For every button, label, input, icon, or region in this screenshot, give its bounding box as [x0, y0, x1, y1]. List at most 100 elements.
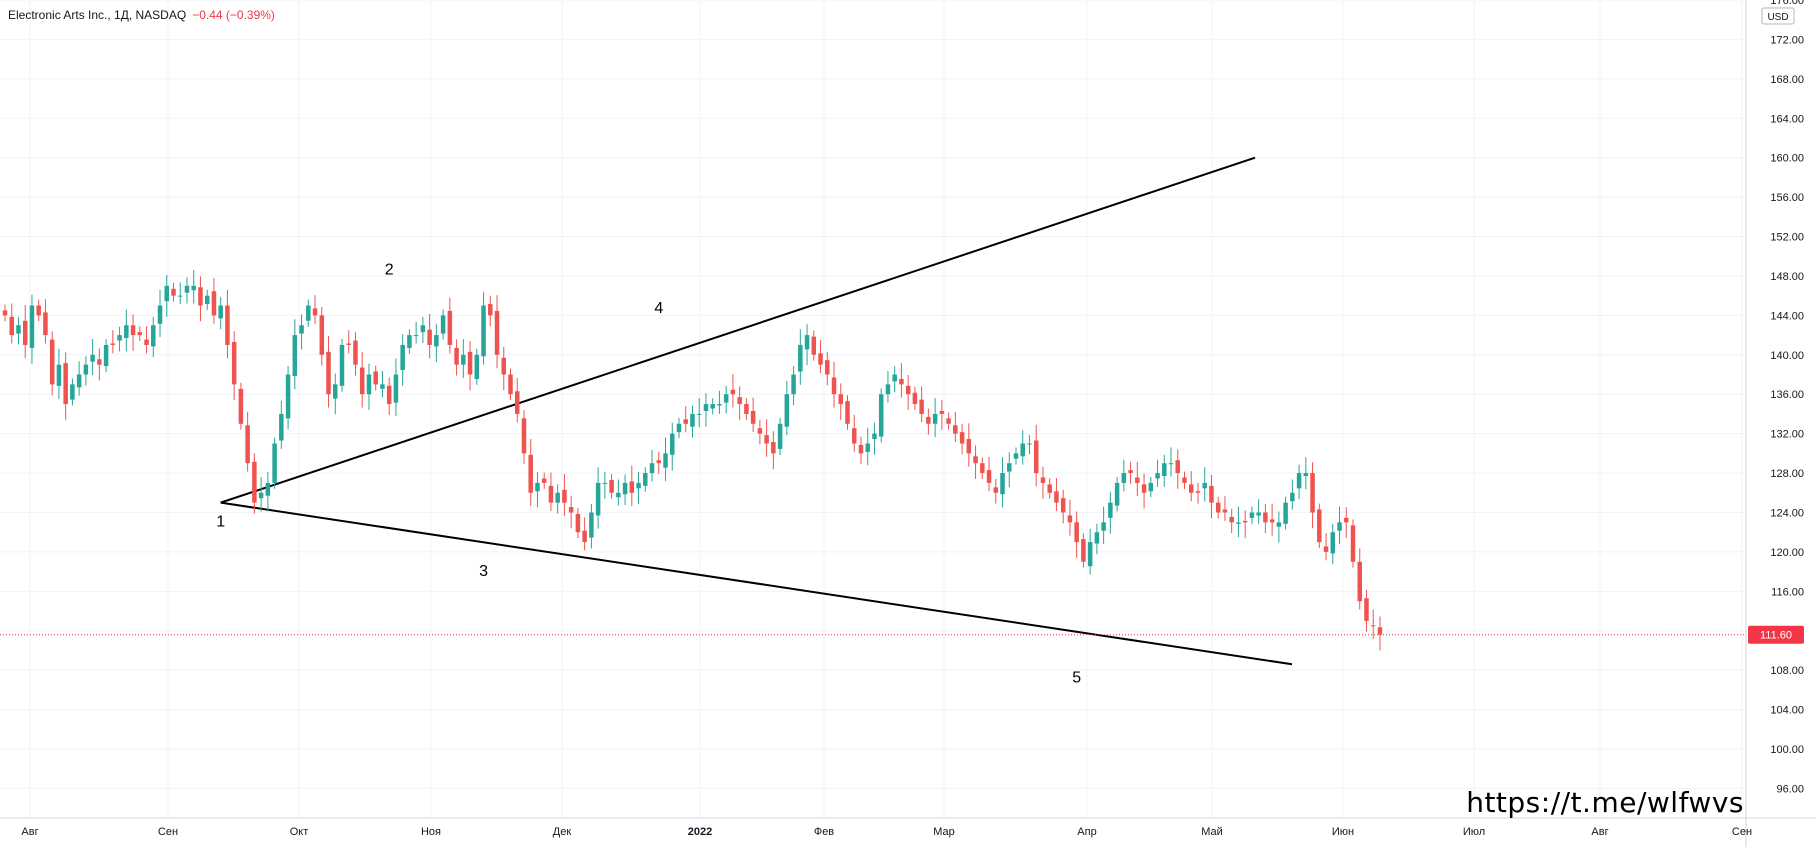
candle-body — [440, 315, 446, 334]
candle — [292, 319, 298, 390]
candle-body — [9, 316, 14, 336]
price-tick-label: 108.00 — [1770, 665, 1804, 677]
candle-body — [946, 418, 951, 424]
candle-body — [1182, 477, 1187, 483]
candle-body — [555, 492, 560, 503]
candle — [643, 467, 648, 492]
candle-body — [258, 492, 264, 499]
candle — [811, 330, 817, 361]
candle — [474, 348, 480, 385]
candle-body — [1135, 477, 1140, 483]
candle-body — [575, 513, 581, 533]
candle — [1276, 511, 1282, 543]
candle — [420, 316, 426, 343]
currency-box — [1761, 7, 1795, 25]
candle-body — [36, 305, 41, 316]
candle-body — [339, 344, 345, 386]
candle-body — [1128, 470, 1133, 474]
price-tick-label: 116.00 — [1771, 586, 1804, 598]
candle-body — [602, 482, 608, 484]
time-tick-label: Сен — [158, 826, 178, 838]
candle — [272, 437, 277, 489]
candle — [151, 316, 156, 358]
candle — [1290, 479, 1295, 510]
candle-body — [1013, 453, 1019, 459]
price-tick-label: 176.00 — [1770, 0, 1804, 7]
candle-body — [413, 335, 419, 337]
candle — [845, 395, 850, 430]
candle-body — [811, 336, 817, 355]
telegram-link-watermark: https://t.me/wlfwvs — [1466, 786, 1744, 819]
candle-body — [461, 354, 466, 365]
candle — [838, 383, 844, 420]
candle — [1263, 504, 1268, 534]
candle — [1000, 457, 1005, 508]
candle — [70, 378, 75, 406]
candle-body — [130, 325, 136, 336]
candle-body — [299, 325, 304, 334]
candle-body — [568, 507, 574, 513]
candle — [595, 467, 601, 529]
price-tick-label: 140.00 — [1770, 350, 1804, 362]
candle-body — [1303, 473, 1309, 477]
wedge-pattern-lines — [220, 156, 1293, 666]
candle-body — [858, 444, 864, 454]
candle — [1370, 609, 1376, 640]
candle — [198, 276, 203, 322]
candle — [528, 439, 533, 507]
candle-body — [764, 435, 769, 444]
time-tick-label: Ноя — [421, 826, 441, 838]
price-tick-label: 104.00 — [1770, 705, 1804, 717]
candle-body — [117, 335, 122, 341]
candle-body — [676, 423, 682, 433]
candle — [825, 351, 830, 386]
candle-body — [171, 288, 176, 296]
candle — [1094, 523, 1100, 555]
time-tick-label: Авг — [1591, 826, 1608, 838]
candle-body — [851, 428, 857, 444]
candle-body — [1263, 512, 1268, 523]
candle-body — [1195, 491, 1201, 493]
candle-body — [124, 325, 129, 339]
candle — [939, 400, 945, 430]
candle — [1236, 506, 1241, 538]
candle-body — [1094, 532, 1100, 544]
candle-body — [474, 354, 480, 379]
candle — [1222, 496, 1228, 521]
candle-body — [1256, 512, 1261, 516]
candle-body — [905, 385, 911, 395]
candle — [1067, 499, 1073, 536]
candle — [676, 417, 682, 439]
candle-body — [137, 332, 143, 336]
candle-body — [63, 363, 68, 405]
candle — [1128, 461, 1133, 484]
price-tick-label: 128.00 — [1770, 468, 1804, 480]
candle — [663, 437, 668, 481]
candle — [1182, 471, 1187, 489]
candle-body — [1323, 546, 1329, 552]
wave-label-2: 2 — [385, 262, 394, 279]
candle — [980, 457, 985, 479]
candle — [400, 334, 405, 386]
candle-body — [993, 487, 999, 493]
candle-body — [737, 397, 742, 405]
candle-body — [777, 423, 783, 449]
candle-body — [750, 410, 756, 424]
candle — [265, 472, 271, 512]
candle-body — [359, 367, 365, 395]
candle — [582, 517, 587, 551]
candle-body — [1215, 502, 1221, 513]
candle — [703, 393, 709, 427]
candle — [696, 398, 702, 428]
candle — [508, 368, 513, 401]
candle-body — [865, 443, 870, 452]
candle — [1350, 519, 1356, 568]
candle-body — [616, 492, 621, 498]
price-tick-label: 120.00 — [1770, 547, 1804, 559]
candle — [548, 472, 554, 512]
candle — [1215, 496, 1221, 519]
candle — [1303, 457, 1309, 490]
